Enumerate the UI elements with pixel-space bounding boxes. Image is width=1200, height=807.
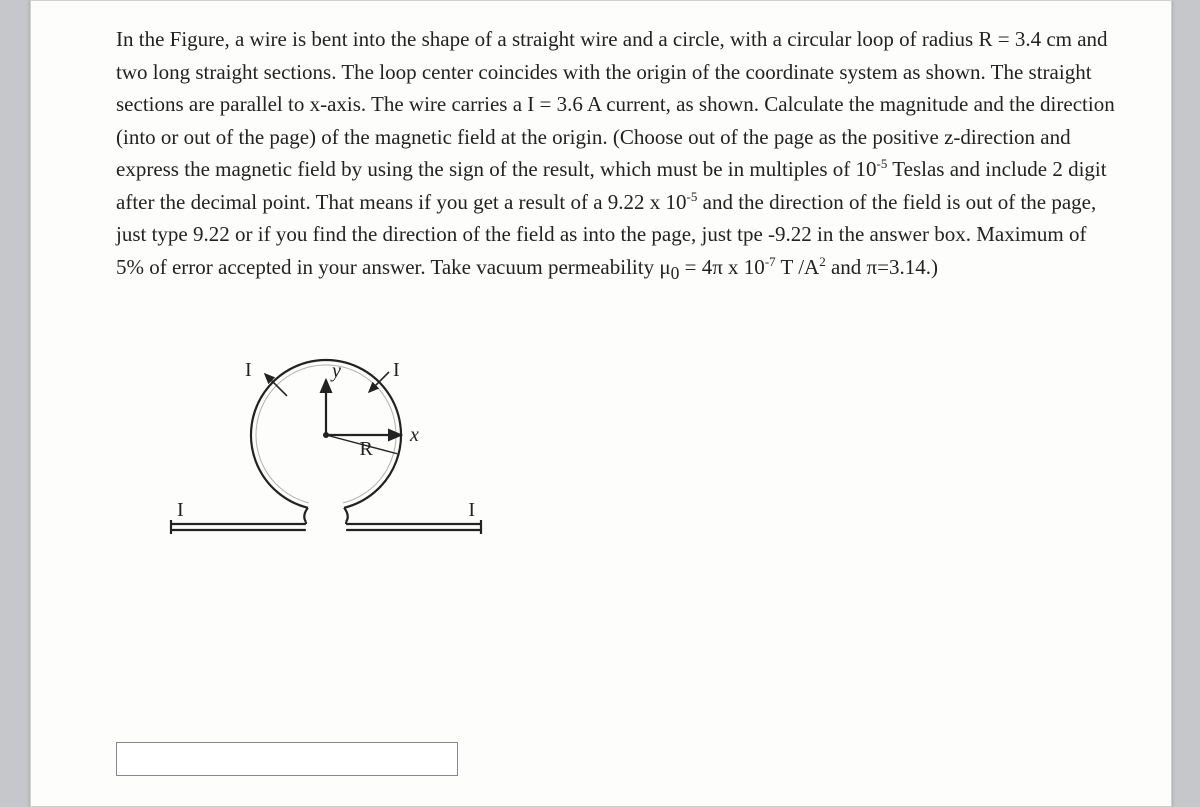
exponent: -7 xyxy=(765,254,776,269)
circuit-svg: y x R I I I I xyxy=(161,305,491,535)
circuit-figure: y x R I I I I xyxy=(161,305,1116,540)
svg-text:x: x xyxy=(409,424,419,446)
page-sheet: In the Figure, a wire is bent into the s… xyxy=(30,0,1172,807)
exponent: -5 xyxy=(687,189,698,204)
content-area: In the Figure, a wire is bent into the s… xyxy=(116,23,1116,540)
text-part: and π=3.14.) xyxy=(826,255,938,279)
exponent: -5 xyxy=(877,156,888,171)
svg-text:I: I xyxy=(245,359,252,381)
text-part: = 4π x 10 xyxy=(679,255,764,279)
answer-input[interactable] xyxy=(117,743,457,775)
answer-box xyxy=(116,742,458,776)
svg-text:I: I xyxy=(393,359,400,381)
problem-text: In the Figure, a wire is bent into the s… xyxy=(116,23,1116,287)
svg-text:R: R xyxy=(360,438,374,460)
svg-text:y: y xyxy=(330,360,341,382)
svg-text:I: I xyxy=(177,499,184,521)
text-part: T /A xyxy=(776,255,820,279)
svg-text:I: I xyxy=(468,499,475,521)
